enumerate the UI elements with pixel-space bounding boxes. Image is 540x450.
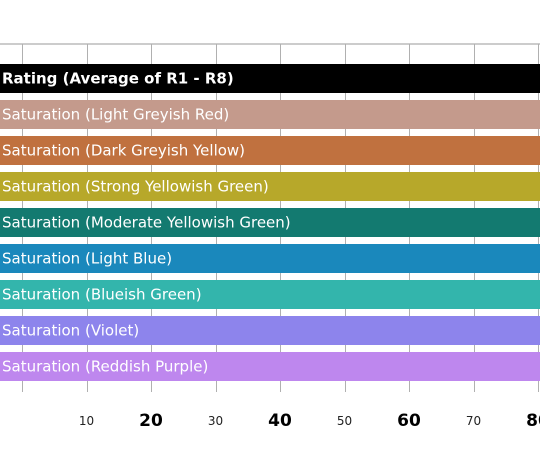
bar [0,136,540,165]
bar-label: Saturation (Strong Yellowish Green) [2,178,269,196]
bar-label: Saturation (Dark Greyish Yellow) [2,142,245,160]
x-tick-label: 30 [208,414,223,428]
bar [0,64,540,93]
bar-label: Saturation (Light Greyish Red) [2,106,229,124]
x-tick-label: 40 [268,411,292,431]
x-tick-label: 60 [397,411,421,431]
x-tick-label: 50 [337,414,352,428]
bar [0,172,540,201]
bar [0,208,540,237]
bar [0,100,540,129]
chart-bars: Rating (Average of R1 - R8) Saturation (L… [0,64,540,381]
x-tick-label: 10 [79,414,94,428]
bar [0,244,540,273]
bar-label: Rating (Average of R1 - R8) [2,70,234,88]
x-tick-label: 20 [139,411,163,431]
bar [0,352,540,381]
bar-label: Saturation (Reddish Purple) [2,358,208,376]
x-tick-label: 70 [466,414,481,428]
x-tick-label: 80 [526,411,540,431]
bar [0,280,540,309]
bar-label: Saturation (Blueish Green) [2,286,202,304]
bar-label: Saturation (Violet) [2,322,139,340]
bar-label: Saturation (Light Blue) [2,250,172,268]
x-axis-ticks: 102030405060708090 [79,411,540,431]
bar [0,316,540,345]
bar-label: Saturation (Moderate Yellowish Green) [2,214,291,232]
